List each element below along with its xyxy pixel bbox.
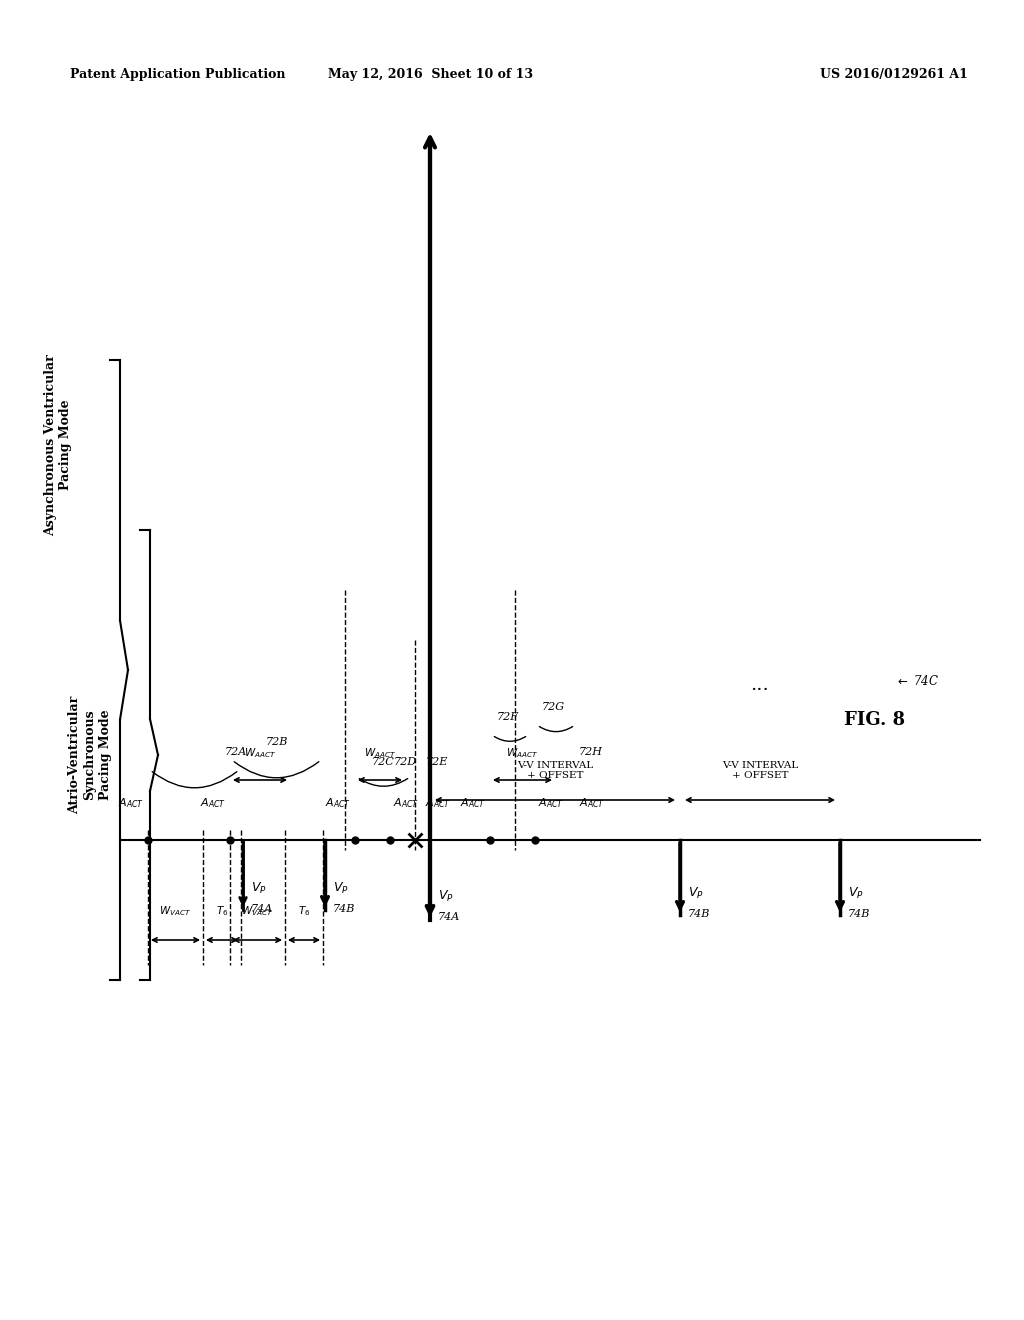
Text: FIG. 8: FIG. 8 [845, 711, 905, 729]
Text: 74A: 74A [438, 912, 460, 921]
Text: $V_P$: $V_P$ [848, 886, 864, 902]
Text: May 12, 2016  Sheet 10 of 13: May 12, 2016 Sheet 10 of 13 [328, 69, 532, 81]
Text: 72B: 72B [265, 737, 288, 747]
Text: $T_6$: $T_6$ [216, 904, 228, 917]
Text: 74A: 74A [251, 904, 273, 913]
Text: $W_{AACT}$: $W_{AACT}$ [507, 746, 539, 760]
Text: $V_P$: $V_P$ [688, 886, 703, 902]
Text: 74B: 74B [848, 909, 870, 919]
Text: 74B: 74B [688, 909, 711, 919]
Text: 72H: 72H [579, 747, 603, 756]
Text: $W_{VACT}$: $W_{VACT}$ [242, 904, 273, 917]
Text: $A_{ACT}$: $A_{ACT}$ [460, 796, 486, 810]
Text: 74B: 74B [333, 904, 355, 913]
Text: $A_{ACT}$: $A_{ACT}$ [200, 796, 226, 810]
Text: 72E: 72E [426, 756, 449, 767]
Text: V-V INTERVAL
+ OFFSET: V-V INTERVAL + OFFSET [517, 760, 593, 780]
Text: 72G: 72G [542, 702, 564, 711]
Text: $V_P$: $V_P$ [251, 880, 267, 896]
Text: Asynchronous Ventricular
Pacing Mode: Asynchronous Ventricular Pacing Mode [44, 354, 72, 536]
Text: 72F: 72F [497, 711, 519, 722]
Text: Patent Application Publication: Patent Application Publication [70, 69, 286, 81]
Text: $A_{ACT}$: $A_{ACT}$ [393, 796, 419, 810]
Text: 72A: 72A [225, 747, 247, 756]
Text: $W_{AACT}$: $W_{AACT}$ [364, 746, 396, 760]
Text: $T_6$: $T_6$ [298, 904, 310, 917]
Text: $A_{ACT}$: $A_{ACT}$ [118, 796, 144, 810]
Text: $A_{ACT}$: $A_{ACT}$ [579, 796, 605, 810]
Text: $\leftarrow$ 74C: $\leftarrow$ 74C [895, 675, 939, 688]
Text: $A_{ACT}$: $A_{ACT}$ [425, 796, 452, 810]
Text: $V_P$: $V_P$ [333, 880, 349, 896]
Text: $A_{ACT}$: $A_{ACT}$ [538, 796, 564, 810]
Text: $W_{AACT}$: $W_{AACT}$ [244, 746, 276, 760]
Text: 72D: 72D [393, 756, 417, 767]
Text: ...: ... [751, 676, 769, 694]
Text: V-V INTERVAL
+ OFFSET: V-V INTERVAL + OFFSET [722, 760, 798, 780]
Text: US 2016/0129261 A1: US 2016/0129261 A1 [820, 69, 968, 81]
Text: $A_{ACT}$: $A_{ACT}$ [325, 796, 351, 810]
Text: $W_{VACT}$: $W_{VACT}$ [160, 904, 191, 917]
Text: $V_P$: $V_P$ [438, 888, 454, 904]
Text: 72C: 72C [372, 756, 394, 767]
Text: Atrio-Ventricular
Synchronous
Pacing Mode: Atrio-Ventricular Synchronous Pacing Mod… [69, 696, 112, 814]
